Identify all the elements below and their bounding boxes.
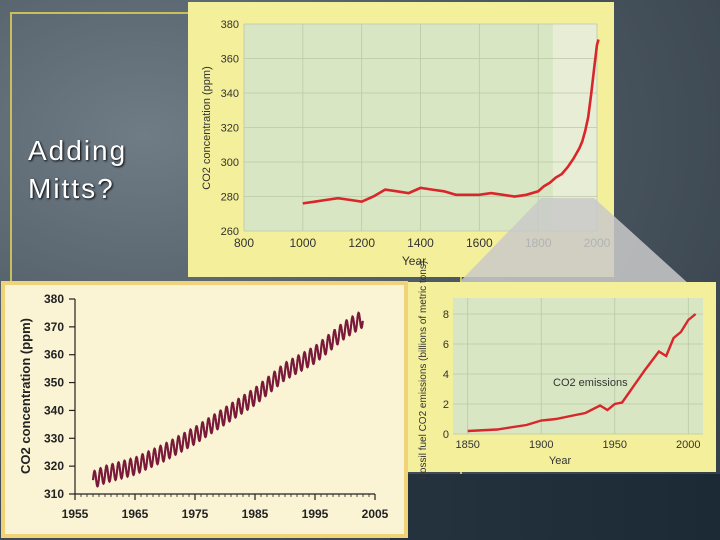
chart1-xtick-label: 800: [234, 236, 254, 250]
chart3-ytick-label: 6: [443, 339, 449, 351]
chart2-xtick-label: 1995: [302, 507, 329, 521]
zoom-connector: [448, 198, 700, 294]
chart2-xtick-label: 1975: [182, 507, 209, 521]
chart-mauna-loa-co2: 1955 1965 1975 1985 1995 2005 310 320 330 340 350 3…: [1, 281, 408, 538]
chart2-xtick-label: 1985: [242, 507, 269, 521]
chart3-grid: [453, 298, 703, 435]
chart1-ytick-label: 380: [221, 19, 239, 31]
chart3-xtick-label: 1900: [529, 439, 553, 451]
chart1-ytick-label: 320: [221, 123, 239, 135]
chart1-ytick-label: 280: [221, 192, 239, 204]
chart2-ytick-label: 380: [44, 292, 64, 306]
chart2-xtick-label: 2005: [362, 507, 389, 521]
chart3-ylabel: Fossil fuel CO2 emissions (billions of m…: [418, 261, 429, 479]
chart-fossil-emissions: 1850 1900 1950 2000 0 2 4 6 8 CO2 emissions Year…: [404, 261, 716, 479]
chart2-ylabel: CO2 concentration (ppm): [18, 318, 33, 474]
slide-title: Adding Mitts?: [28, 135, 128, 204]
chart1-xlabel: Year: [402, 254, 426, 268]
chart2-ytick-label: 340: [44, 403, 64, 417]
chart1-ytick-label: 300: [221, 157, 239, 169]
chart2-series-line: [91, 311, 364, 488]
chart3-ytick-label: 0: [443, 429, 449, 441]
chart3-plot-area: [453, 298, 703, 434]
chart1-xtick-label: 1600: [466, 236, 493, 250]
chart1-xtick-label: 1000: [289, 236, 316, 250]
chart1-series-line: [302, 39, 600, 205]
chart3-tick-labels: 1850 1900 1950 2000 0 2 4 6 8: [443, 309, 701, 451]
chart3-annotation: CO2 emissions: [553, 377, 628, 389]
chart3-xtick-label: 1950: [603, 439, 627, 451]
chart3-ytick-label: 4: [443, 369, 449, 381]
chart1-ylabel: CO2 concentration (ppm): [201, 66, 213, 190]
chart2-ytick-label: 370: [44, 320, 64, 334]
chart3-xtick-label: 2000: [676, 439, 700, 451]
chart1-ytick-label: 360: [221, 54, 239, 66]
chart1-ytick-label: 340: [221, 88, 239, 100]
chart2-xtick-label: 1955: [62, 507, 89, 521]
chart3-series-line: [467, 313, 697, 433]
chart1-xtick-label: 1200: [348, 236, 375, 250]
chart2-xtick-label: 1965: [122, 507, 149, 521]
footer-strip: [390, 474, 720, 540]
chart1-ytick-label: 260: [221, 226, 239, 238]
chart2-ytick-label: 320: [44, 459, 64, 473]
chart3-ytick-label: 2: [443, 399, 449, 411]
chart2-ytick-label: 350: [44, 376, 64, 390]
chart2-tick-labels: 1955 1965 1975 1985 1995 2005 310 320 330 340 350 3…: [44, 292, 389, 521]
chart3-ytick-label: 8: [443, 309, 449, 321]
chart2-ytick-label: 330: [44, 431, 64, 445]
chart3-xlabel: Year: [549, 455, 572, 467]
chart2-ytick-label: 360: [44, 348, 64, 362]
chart1-xtick-label: 1400: [407, 236, 434, 250]
chart3-xtick-label: 1850: [455, 439, 479, 451]
chart2-ytick-label: 310: [44, 487, 64, 501]
